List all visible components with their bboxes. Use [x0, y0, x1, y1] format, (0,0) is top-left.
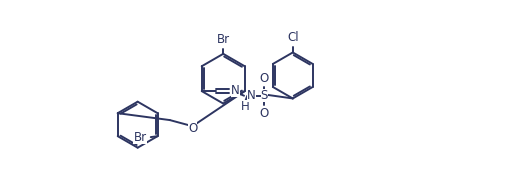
Text: O: O: [260, 107, 269, 120]
Text: N: N: [231, 84, 240, 97]
Text: O: O: [188, 122, 197, 135]
Text: Br: Br: [133, 131, 147, 144]
Text: Cl: Cl: [287, 31, 299, 44]
Text: S: S: [261, 89, 268, 102]
Text: N: N: [247, 89, 256, 102]
Text: H: H: [241, 100, 249, 113]
Text: Br: Br: [217, 33, 230, 45]
Text: O: O: [260, 72, 269, 85]
